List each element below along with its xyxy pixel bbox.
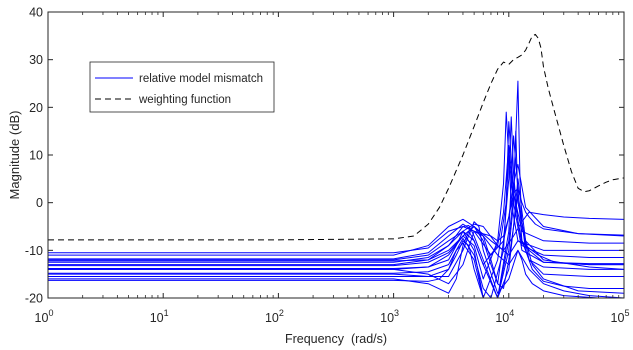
series-line-16 [48, 226, 624, 298]
series-line-11 [48, 178, 624, 298]
legend-label-relative-model-mismatch: relative model mismatch [139, 73, 263, 85]
x-tick-label-exponent: 5 [624, 308, 629, 318]
x-tick-label-exponent: 0 [48, 308, 53, 318]
y-tick-label: 0 [36, 196, 43, 210]
x-tick-label-base: 10 [35, 311, 49, 325]
legend-box [89, 61, 275, 113]
x-tick-label: 103 [380, 308, 399, 325]
x-axis-label: Frequency (rad/s) [285, 332, 387, 346]
legend-label-weighting-function: weighting function [138, 94, 231, 106]
y-axis-label: Magnitude (dB) [7, 111, 22, 200]
x-tick-label-base: 10 [150, 311, 164, 325]
x-tick-label-base: 10 [495, 311, 509, 325]
x-tick-label-exponent: 3 [394, 308, 399, 318]
y-tick-label: 20 [29, 101, 43, 115]
x-tick-label: 102 [265, 308, 284, 325]
series-line-9 [48, 192, 624, 289]
series-line-12 [48, 221, 624, 298]
series-line-14 [48, 187, 624, 254]
y-tick-label: -20 [25, 292, 43, 306]
x-tick-label: 104 [495, 308, 514, 325]
y-tick-label: 10 [29, 149, 43, 163]
x-tick-label: 105 [611, 308, 630, 325]
y-tick-label: 40 [29, 6, 43, 20]
x-tick-label-exponent: 1 [164, 308, 169, 318]
x-tick-label: 101 [150, 308, 169, 325]
series-line-10 [48, 223, 624, 266]
x-tick-label-base: 10 [380, 311, 394, 325]
x-tick-label-exponent: 2 [279, 308, 284, 318]
y-tick-label: -10 [25, 244, 43, 258]
series-layer [48, 33, 624, 298]
x-tick-label-base: 10 [611, 311, 625, 325]
series-line-0 [48, 33, 624, 241]
series-line-6 [48, 154, 624, 298]
x-tick-label-base: 10 [265, 311, 279, 325]
legend: relative model mismatch weighting functi… [89, 61, 275, 113]
y-tick-label: 30 [29, 53, 43, 67]
x-tick-label-exponent: 4 [509, 308, 514, 318]
series-line-13 [48, 130, 624, 298]
series-line-15 [48, 116, 624, 285]
x-tick-label: 100 [35, 308, 54, 325]
